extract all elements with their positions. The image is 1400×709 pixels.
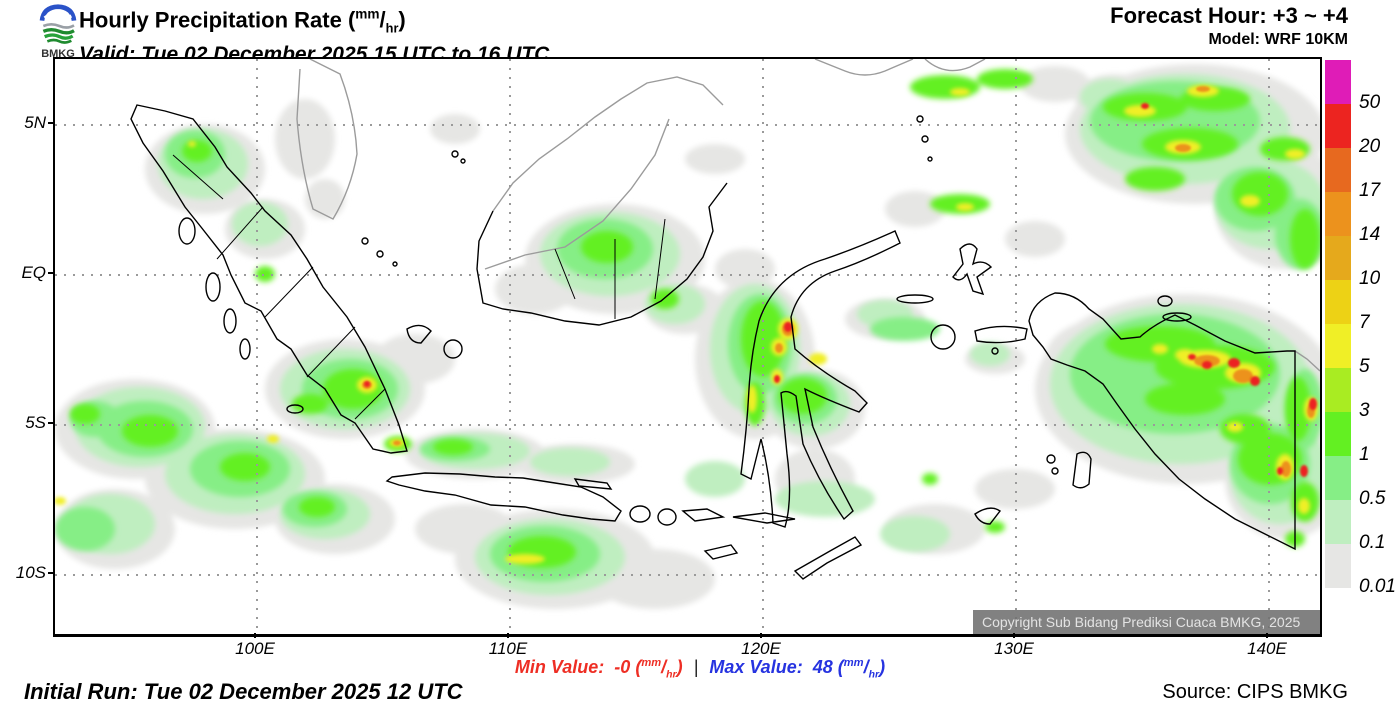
lon-tick-mark (1013, 633, 1015, 638)
colorbar-segment (1325, 368, 1351, 412)
lat-tick-label: 5S (25, 413, 46, 432)
min-value-label: Min Value: -0 (mm/hr) (514, 657, 683, 681)
copyright-bar: Copyright Sub Bidang Prediksi Cuaca BMKG… (973, 610, 1320, 634)
precipitation-map: Copyright Sub Bidang Prediksi Cuaca BMKG… (53, 57, 1322, 637)
lat-tick-mark (48, 422, 54, 424)
colorbar-label: 3 (1359, 399, 1370, 421)
lon-tick-mark (507, 633, 509, 638)
colorbar-segment (1325, 324, 1351, 368)
colorbar-segment (1325, 456, 1351, 500)
colorbar-label: 5 (1359, 355, 1370, 377)
title-unit: (mm/hr) (347, 7, 406, 36)
colorbar-label: 0.01 (1359, 575, 1396, 597)
lat-tick-mark (48, 572, 54, 574)
precip-layer-very-intense (362, 86, 1315, 477)
colorbar-label: 50 (1359, 91, 1381, 113)
colorbar-label: 0.1 (1359, 531, 1386, 553)
lat-tick-mark (48, 122, 54, 124)
map-canvas (55, 59, 1320, 634)
colorbar-segment (1325, 104, 1351, 148)
precip-layer-intense (55, 85, 1318, 564)
max-value-label: Max Value: 48 (mm/hr) (709, 657, 886, 681)
lat-tick-label: 10S (15, 563, 46, 582)
colorbar-label: 20 (1359, 135, 1381, 157)
bmkg-logo-icon (39, 4, 77, 44)
forecast-hour-label: Forecast Hour: +3 ~ +4 (1110, 3, 1348, 28)
source-label: Source: CIPS BMKG (1162, 681, 1348, 703)
colorbar-label: 0.5 (1359, 487, 1386, 509)
colorbar-segment (1325, 236, 1351, 280)
precip-layer-extreme (364, 103, 1317, 477)
lat-tick-label: EQ (21, 263, 46, 282)
colorbar-segment (1325, 412, 1351, 456)
coastlines (130, 104, 1296, 580)
colorbar-segment (1325, 148, 1351, 192)
colorbar-label: 1 (1359, 443, 1370, 465)
graticule (55, 59, 1320, 634)
lon-tick-label: 120E (741, 639, 781, 658)
colorbar-segment (1325, 544, 1351, 588)
foreign-coastlines (296, 59, 1320, 372)
lon-tick-mark (254, 633, 256, 638)
lon-tick-label: 100E (235, 639, 275, 658)
colorbar-label: 14 (1359, 223, 1381, 245)
colorbar-segment (1325, 280, 1351, 324)
lat-tick-mark (48, 272, 54, 274)
colorbar-label: 17 (1359, 179, 1381, 201)
colorbar-segment (1325, 60, 1351, 104)
minmax-separator: | (693, 657, 699, 677)
colorbar-segment (1325, 500, 1351, 544)
bmkg-logo: BMKG (38, 2, 78, 60)
initial-run-label: Initial Run: Tue 02 December 2025 12 UTC (24, 679, 463, 704)
model-label: Model: WRF 10KM (1208, 31, 1348, 48)
forecast-info-block: Forecast Hour: +3 ~ +4 Model: WRF 10KM (1110, 3, 1348, 51)
lon-tick-label: 140E (1247, 639, 1287, 658)
page-title-text: Hourly Precipitation Rate (79, 7, 342, 33)
lon-tick-label: 110E (488, 639, 528, 658)
lon-tick-mark (760, 633, 762, 638)
lon-tick-label: 130E (994, 639, 1034, 658)
colorbar-label: 7 (1359, 311, 1370, 333)
lat-tick-label: 5N (24, 113, 46, 132)
colorbar-segment (1325, 192, 1351, 236)
page-title: Hourly Precipitation Rate (mm/hr) (79, 2, 549, 42)
colorbar-label: 10 (1359, 267, 1381, 289)
lon-tick-mark (1266, 633, 1268, 638)
minmax-line: Min Value: -0 (mm/hr) | Max Value: 48 (m… (0, 657, 1400, 681)
